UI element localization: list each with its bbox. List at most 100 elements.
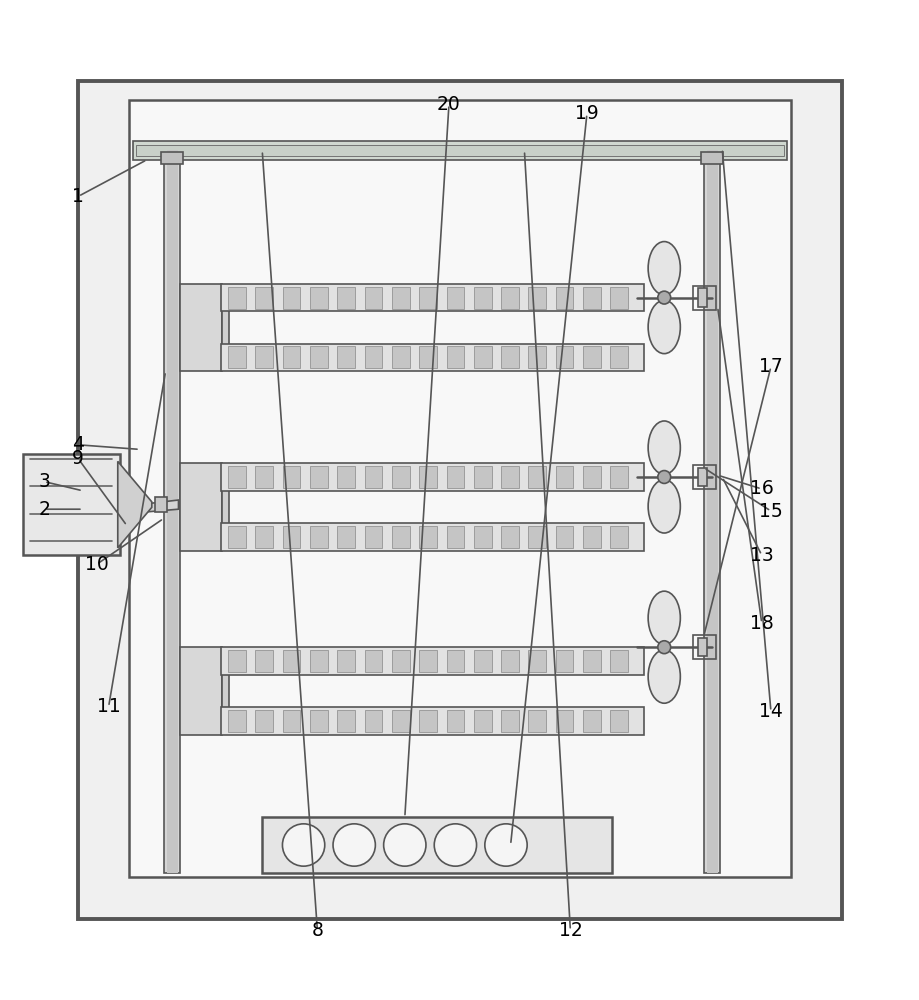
Text: 11: 11: [96, 697, 120, 716]
Bar: [180, 647, 221, 735]
Bar: [337, 466, 355, 488]
Bar: [282, 346, 301, 368]
Circle shape: [657, 641, 670, 654]
Circle shape: [434, 824, 476, 866]
Bar: [583, 526, 600, 548]
Ellipse shape: [647, 480, 680, 533]
Bar: [698, 638, 707, 656]
Bar: [703, 150, 720, 873]
Bar: [228, 710, 245, 732]
Bar: [446, 287, 464, 309]
Bar: [337, 526, 355, 548]
Text: 18: 18: [749, 614, 773, 633]
Bar: [419, 526, 437, 548]
Bar: [419, 710, 437, 732]
Bar: [555, 526, 573, 548]
Bar: [501, 526, 518, 548]
Bar: [310, 466, 327, 488]
Text: 20: 20: [437, 95, 460, 114]
Bar: [501, 650, 518, 672]
Bar: [528, 650, 546, 672]
Bar: [364, 526, 382, 548]
Text: 10: 10: [85, 555, 108, 574]
Bar: [446, 526, 464, 548]
Bar: [180, 284, 221, 371]
Bar: [609, 287, 628, 309]
Bar: [310, 650, 327, 672]
Ellipse shape: [647, 242, 680, 295]
Bar: [700, 152, 722, 164]
Bar: [262, 817, 611, 873]
Bar: [446, 346, 464, 368]
Bar: [583, 466, 600, 488]
Bar: [337, 650, 355, 672]
Text: 15: 15: [758, 502, 782, 521]
Bar: [364, 287, 382, 309]
Bar: [221, 489, 229, 524]
Bar: [23, 454, 119, 555]
Bar: [221, 284, 643, 311]
Bar: [419, 287, 437, 309]
Bar: [337, 346, 355, 368]
Text: 16: 16: [749, 479, 773, 498]
Bar: [473, 650, 491, 672]
Bar: [609, 346, 628, 368]
Bar: [282, 466, 301, 488]
Bar: [501, 710, 518, 732]
Circle shape: [333, 824, 375, 866]
Bar: [228, 650, 245, 672]
Bar: [692, 635, 715, 659]
Bar: [391, 287, 409, 309]
Bar: [528, 710, 546, 732]
Bar: [555, 710, 573, 732]
Bar: [609, 710, 628, 732]
Bar: [310, 287, 327, 309]
Bar: [528, 346, 546, 368]
Bar: [528, 526, 546, 548]
Bar: [391, 526, 409, 548]
Ellipse shape: [647, 300, 680, 354]
Bar: [698, 468, 707, 486]
Bar: [133, 141, 786, 160]
Bar: [282, 526, 301, 548]
Bar: [555, 466, 573, 488]
Bar: [692, 465, 715, 489]
Bar: [501, 346, 518, 368]
Bar: [555, 287, 573, 309]
Bar: [166, 150, 177, 873]
Bar: [364, 650, 382, 672]
Ellipse shape: [647, 650, 680, 703]
Bar: [364, 466, 382, 488]
Text: 8: 8: [312, 921, 323, 940]
Bar: [391, 650, 409, 672]
Bar: [528, 287, 546, 309]
Text: 12: 12: [558, 921, 582, 940]
Bar: [364, 346, 382, 368]
Text: 9: 9: [73, 449, 84, 468]
Bar: [180, 463, 221, 551]
Text: 13: 13: [749, 546, 773, 565]
Bar: [221, 344, 643, 371]
Circle shape: [383, 824, 425, 866]
Bar: [706, 150, 717, 873]
Bar: [555, 346, 573, 368]
Bar: [419, 346, 437, 368]
Bar: [609, 466, 628, 488]
Text: 3: 3: [39, 472, 50, 491]
Bar: [310, 526, 327, 548]
Bar: [609, 650, 628, 672]
Bar: [255, 526, 273, 548]
Bar: [473, 466, 491, 488]
Bar: [228, 287, 245, 309]
Bar: [446, 710, 464, 732]
Bar: [221, 673, 229, 708]
Bar: [164, 150, 180, 873]
Text: 1: 1: [73, 187, 84, 206]
Text: 4: 4: [72, 435, 85, 454]
Bar: [501, 466, 518, 488]
Bar: [228, 526, 245, 548]
Bar: [282, 710, 301, 732]
Bar: [419, 466, 437, 488]
Bar: [583, 650, 600, 672]
Bar: [282, 650, 301, 672]
